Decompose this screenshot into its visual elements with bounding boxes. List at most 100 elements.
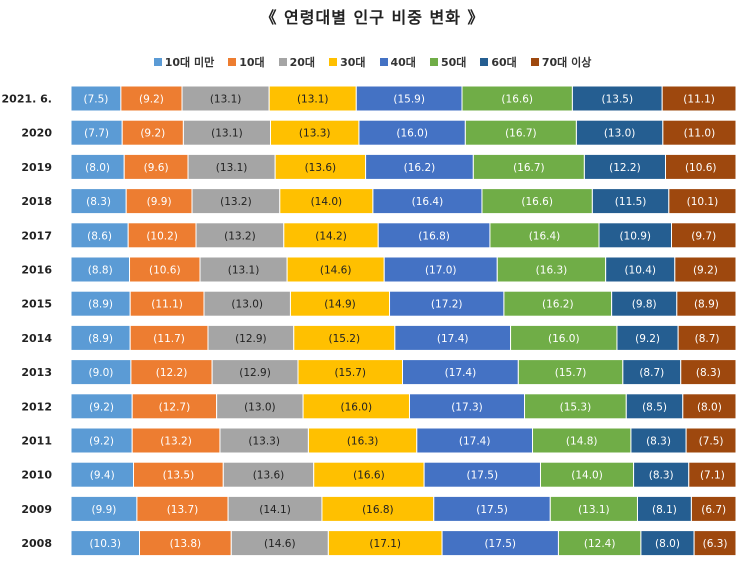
category-label: 2009 xyxy=(21,503,52,516)
data-label: (10.2) xyxy=(146,230,178,242)
bar-segment xyxy=(416,427,534,454)
data-label: (10.3) xyxy=(89,538,121,550)
data-label: (17.0) xyxy=(425,265,457,277)
legend-item: 50대 xyxy=(429,54,467,70)
data-label: (9.2) xyxy=(139,94,164,106)
legend-swatch xyxy=(429,58,438,66)
data-label: (12.4) xyxy=(584,538,616,550)
bar-segment xyxy=(207,324,295,351)
data-label: (14.9) xyxy=(324,299,356,311)
bar-segment xyxy=(408,393,526,420)
data-label: (15.7) xyxy=(334,367,366,379)
bar-segment xyxy=(461,85,573,112)
legend-swatch xyxy=(530,58,539,66)
data-label: (7.1) xyxy=(700,470,725,482)
bar-segment xyxy=(138,530,232,557)
bar-segment xyxy=(129,290,205,317)
bar-segment xyxy=(70,495,138,522)
bar-segment xyxy=(472,153,585,180)
bar-segment xyxy=(640,530,695,557)
data-label: (13.1) xyxy=(297,94,329,106)
category-label: 2008 xyxy=(21,537,52,550)
bar-segment xyxy=(510,324,618,351)
bar-segment xyxy=(70,290,131,317)
bar-segment xyxy=(575,119,664,146)
bar-segment xyxy=(661,85,737,112)
data-label: (9.4) xyxy=(90,470,115,482)
data-label: (8.3) xyxy=(86,196,111,208)
data-label: (16.3) xyxy=(347,436,379,448)
data-label: (13.6) xyxy=(305,162,337,174)
bar-segment xyxy=(274,153,367,180)
data-label: (17.4) xyxy=(437,333,469,345)
bar-segment xyxy=(676,290,737,317)
bar-segment xyxy=(279,188,374,215)
legend-item: 70대 이상 xyxy=(530,54,591,70)
data-label: (16.4) xyxy=(529,230,561,242)
bar-segment xyxy=(127,222,197,249)
data-label: (7.5) xyxy=(699,436,724,448)
bar-segment xyxy=(557,530,642,557)
data-label: (13.5) xyxy=(602,94,634,106)
data-label: (12.9) xyxy=(239,367,271,379)
data-label: (7.5) xyxy=(83,94,108,106)
category-label: 2020 xyxy=(21,127,52,140)
data-label: (13.1) xyxy=(578,504,610,516)
bar-segment xyxy=(549,495,638,522)
legend-label: 20대 xyxy=(289,56,316,69)
data-label: (14.2) xyxy=(315,230,347,242)
bar-segment xyxy=(464,119,577,146)
bar-segment xyxy=(187,153,276,180)
bar-segment xyxy=(70,393,133,420)
bar-segment xyxy=(433,495,551,522)
bar-segment xyxy=(677,324,737,351)
data-label: (6.3) xyxy=(703,538,728,550)
bar-segment xyxy=(230,530,329,557)
data-label: (16.0) xyxy=(548,333,580,345)
data-label: (11.1) xyxy=(683,94,715,106)
legend-item: 20대 xyxy=(278,54,316,70)
bar-segment xyxy=(625,393,684,420)
data-label: (16.2) xyxy=(404,162,436,174)
bar-segment xyxy=(423,461,541,488)
data-label: (13.3) xyxy=(248,436,280,448)
data-label: (9.2) xyxy=(89,436,114,448)
legend-label: 50대 xyxy=(440,56,467,69)
data-label: (13.2) xyxy=(220,196,252,208)
data-label: (15.9) xyxy=(393,94,425,106)
data-label: (10.1) xyxy=(687,196,719,208)
bar-segment xyxy=(70,256,131,283)
legend-swatch xyxy=(278,58,287,66)
data-label: (16.4) xyxy=(412,196,444,208)
data-label: (11.7) xyxy=(153,333,185,345)
bar-segment xyxy=(402,359,519,386)
data-label: (14.8) xyxy=(566,436,598,448)
data-label: (14.1) xyxy=(259,504,291,516)
data-label: (14.0) xyxy=(571,470,603,482)
data-label: (17.4) xyxy=(445,367,477,379)
legend-swatch xyxy=(153,58,162,66)
data-label: (13.0) xyxy=(604,128,636,140)
data-label: (12.2) xyxy=(156,367,188,379)
data-label: (16.7) xyxy=(513,162,545,174)
data-label: (17.4) xyxy=(459,436,491,448)
data-label: (16.6) xyxy=(353,470,385,482)
data-label: (16.6) xyxy=(501,94,533,106)
data-label: (17.5) xyxy=(467,470,499,482)
bar-segment xyxy=(674,256,737,283)
bar-segment xyxy=(70,85,122,112)
data-label: (7.7) xyxy=(84,128,109,140)
bar-segment xyxy=(680,359,737,386)
legend-swatch xyxy=(228,58,237,66)
legend-label: 10대 미만 xyxy=(164,56,215,69)
data-label: (17.1) xyxy=(369,538,401,550)
legend-label: 60대 xyxy=(491,56,517,69)
bar-segment xyxy=(668,188,737,215)
data-label: (8.9) xyxy=(88,333,113,345)
category-label: 2021. 6. xyxy=(2,93,52,106)
bar-segment xyxy=(670,222,737,249)
data-label: (16.7) xyxy=(505,128,537,140)
data-label: (15.2) xyxy=(329,333,361,345)
bar-segment xyxy=(286,256,385,283)
data-label: (8.8) xyxy=(88,265,113,277)
